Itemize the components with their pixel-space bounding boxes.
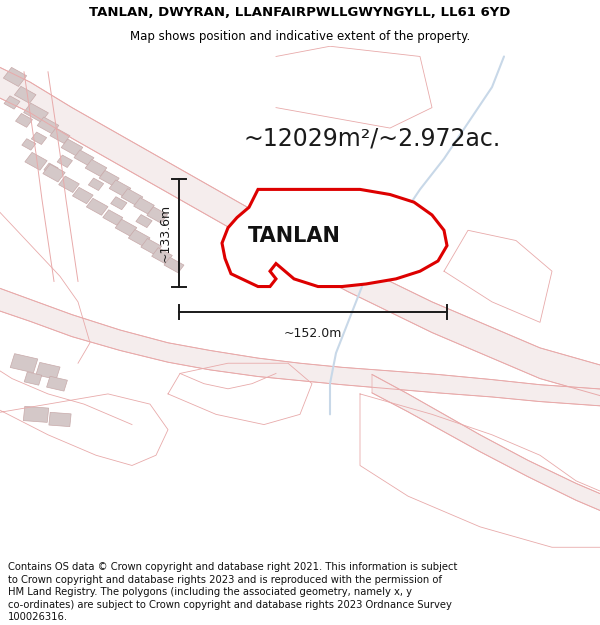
Bar <box>43 164 65 182</box>
Bar <box>31 132 47 144</box>
Polygon shape <box>0 62 600 399</box>
Bar <box>4 68 26 86</box>
Bar <box>47 376 67 391</box>
Bar <box>14 86 36 103</box>
Bar <box>4 96 20 109</box>
Bar <box>25 152 47 170</box>
Bar <box>23 103 49 122</box>
Text: ~152.0m: ~152.0m <box>284 327 342 340</box>
Bar <box>23 406 49 422</box>
Bar <box>74 150 94 166</box>
Bar <box>136 214 152 228</box>
Polygon shape <box>0 284 600 407</box>
Text: ~133.6m: ~133.6m <box>159 204 172 262</box>
Bar <box>24 372 42 385</box>
Bar <box>50 128 70 144</box>
Text: ~12029m²/~2.972ac.: ~12029m²/~2.972ac. <box>244 126 500 150</box>
Bar <box>22 139 36 150</box>
Bar <box>49 412 71 427</box>
Bar <box>141 239 161 255</box>
Text: 100026316.: 100026316. <box>8 612 68 622</box>
Bar <box>88 178 104 191</box>
Bar <box>57 155 73 168</box>
Bar <box>85 159 107 176</box>
Bar <box>36 362 60 379</box>
Bar <box>73 188 93 204</box>
Text: to Crown copyright and database rights 2023 and is reproduced with the permissio: to Crown copyright and database rights 2… <box>8 575 442 585</box>
Text: Contains OS data © Crown copyright and database right 2021. This information is : Contains OS data © Crown copyright and d… <box>8 562 457 572</box>
Bar <box>59 176 79 192</box>
Bar <box>86 198 108 215</box>
Bar <box>61 139 83 156</box>
Bar <box>109 180 131 197</box>
Bar <box>121 189 143 206</box>
Bar <box>103 210 123 225</box>
Polygon shape <box>372 374 600 516</box>
Text: Map shows position and indicative extent of the property.: Map shows position and indicative extent… <box>130 29 470 42</box>
Bar <box>99 171 119 186</box>
Bar <box>147 207 167 223</box>
Text: HM Land Registry. The polygons (including the associated geometry, namely x, y: HM Land Registry. The polygons (includin… <box>8 588 412 598</box>
Polygon shape <box>222 189 447 286</box>
Bar <box>152 248 172 264</box>
Bar <box>16 114 32 128</box>
Text: TANLAN, DWYRAN, LLANFAIRPWLLGWYNGYLL, LL61 6YD: TANLAN, DWYRAN, LLANFAIRPWLLGWYNGYLL, LL… <box>89 6 511 19</box>
Bar <box>134 198 154 214</box>
Text: co-ordinates) are subject to Crown copyright and database rights 2023 Ordnance S: co-ordinates) are subject to Crown copyr… <box>8 600 452 610</box>
Bar <box>44 163 58 175</box>
Bar <box>164 258 184 273</box>
Text: TANLAN: TANLAN <box>248 226 341 246</box>
Bar <box>37 117 59 134</box>
Bar <box>10 354 38 372</box>
Bar <box>128 229 150 246</box>
Bar <box>115 219 137 236</box>
Bar <box>110 197 127 210</box>
